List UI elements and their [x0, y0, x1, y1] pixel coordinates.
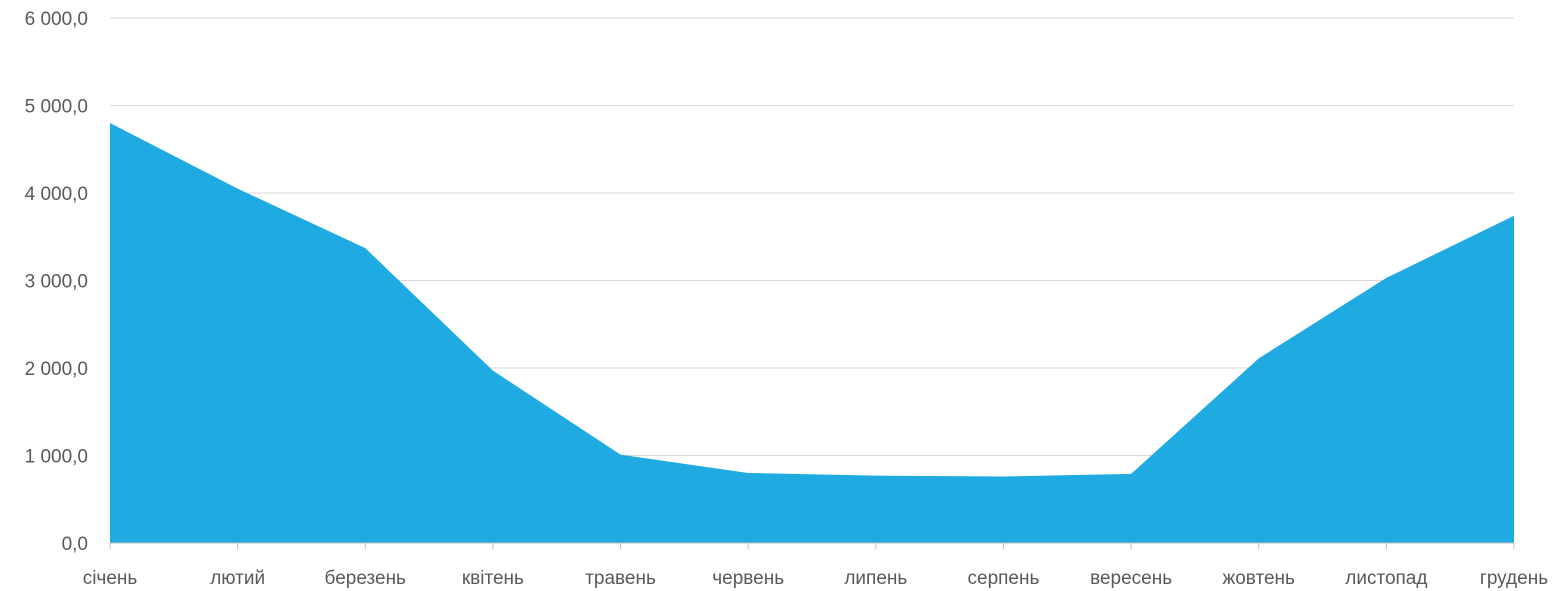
x-tick-label: червень	[712, 568, 784, 589]
x-tick-label: лютий	[210, 568, 265, 589]
x-tick-label: травень	[585, 568, 656, 589]
y-tick-label: 6 000,0	[25, 9, 88, 30]
y-tick-label: 2 000,0	[25, 359, 88, 380]
x-tick-label: вересень	[1090, 568, 1172, 589]
area-series	[110, 123, 1514, 543]
y-tick-label: 0,0	[62, 534, 88, 555]
x-tick-label: квітень	[462, 568, 524, 589]
y-tick-label: 5 000,0	[25, 97, 88, 118]
x-axis-tick-labels: січень лютий березень квітень травень червень…	[83, 568, 1548, 589]
x-tick-label: березень	[325, 568, 407, 589]
x-tick-label: грудень	[1480, 568, 1548, 589]
x-tick-label: липень	[844, 568, 907, 589]
x-tick-label: листопад	[1345, 568, 1427, 589]
y-tick-label: 4 000,0	[25, 184, 88, 205]
x-tick-label: жовтень	[1223, 568, 1296, 589]
area-series-fill	[110, 123, 1514, 543]
x-tick-label: січень	[83, 568, 138, 589]
y-tick-label: 1 000,0	[25, 447, 88, 468]
x-tick-label: серпень	[968, 568, 1040, 589]
y-tick-label: 3 000,0	[25, 272, 88, 293]
y-axis-tick-labels: 0,0 1 000,0 2 000,0 3 000,0 4 000,0 5 000,0 6 …	[25, 9, 88, 555]
x-axis	[109, 542, 1515, 549]
